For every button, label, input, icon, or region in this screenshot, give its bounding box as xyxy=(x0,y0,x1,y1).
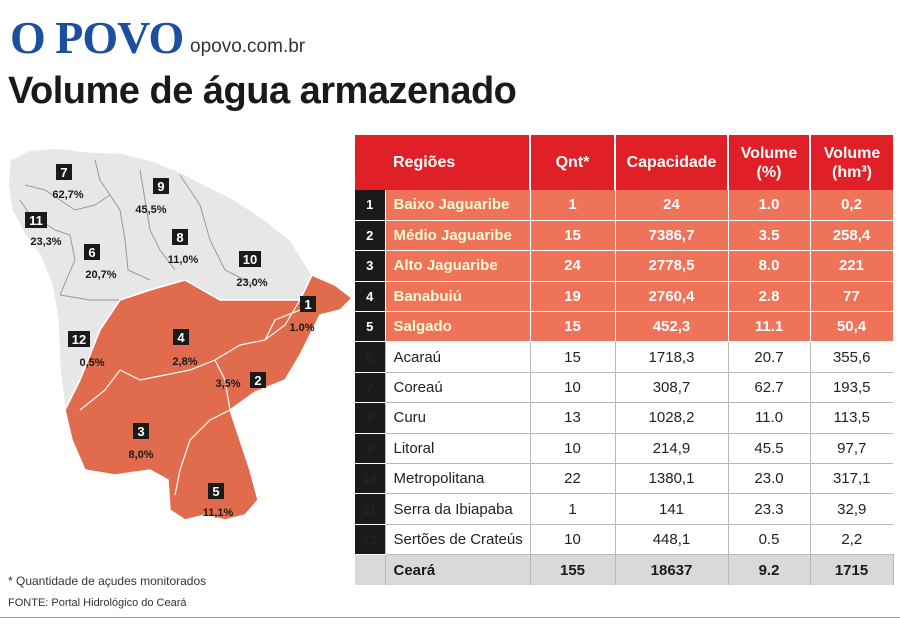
table-total-row: Ceará 155 18637 9.2 1715 xyxy=(355,554,894,586)
header-volume-pct: Volume (%) xyxy=(728,135,811,190)
map-label-11: 11 23,3% xyxy=(25,212,62,248)
header-regioes: Regiões xyxy=(355,135,531,190)
svg-text:4: 4 xyxy=(177,330,185,345)
header-qnt: Qnt* xyxy=(530,135,616,190)
svg-text:8,0%: 8,0% xyxy=(128,449,153,461)
map-label-12: 12 0,5% xyxy=(68,331,105,369)
map-label-5: 5 11,1% xyxy=(203,483,234,519)
svg-text:11: 11 xyxy=(29,213,43,228)
svg-text:2: 2 xyxy=(254,373,261,388)
svg-text:9: 9 xyxy=(157,179,164,194)
svg-text:20,7%: 20,7% xyxy=(85,269,116,281)
svg-text:62,7%: 62,7% xyxy=(52,189,83,201)
map-label-6: 6 20,7% xyxy=(84,244,117,281)
svg-text:7: 7 xyxy=(60,165,67,180)
source-note: FONTE: Portal Hidrológico do Ceará xyxy=(8,597,187,609)
map-region-highlight xyxy=(64,274,354,521)
logo: O POVO xyxy=(10,12,184,63)
svg-text:3: 3 xyxy=(137,424,144,439)
map-label-3: 3 8,0% xyxy=(128,423,154,461)
map-label-2: 2 3,5% xyxy=(215,372,266,390)
svg-text:1: 1 xyxy=(304,297,311,312)
footer-divider xyxy=(0,617,900,618)
table-row: 10 Metropolitana 22 1380,1 23.0 317,1 xyxy=(355,463,893,495)
svg-text:1.0%: 1.0% xyxy=(289,322,314,334)
svg-text:11,1%: 11,1% xyxy=(203,507,234,519)
ceara-map: 1 1.0% 2 3,5% 3 8,0% 4 2,8% 5 11,1% 6 20,7% 7 6… xyxy=(7,147,354,521)
svg-text:23,3%: 23,3% xyxy=(30,236,61,248)
svg-text:3,5%: 3,5% xyxy=(215,378,240,390)
map-label-8: 8 11,0% xyxy=(168,229,199,266)
site-url: opovo.com.br xyxy=(190,36,306,57)
table-header-row: Regiões Qnt* Capacidade Volume (%) Volum… xyxy=(355,135,893,190)
svg-text:6: 6 xyxy=(88,245,95,260)
table-row: 4 Banabuiú 19 2760,4 2.8 77 xyxy=(355,281,894,313)
header-capacidade: Capacidade xyxy=(615,135,729,190)
svg-text:11,0%: 11,0% xyxy=(168,254,199,266)
table-row: 7 Coreaú 10 308,7 62.7 193,5 xyxy=(355,372,893,404)
map-label-1: 1 1.0% xyxy=(289,296,316,334)
svg-text:2,8%: 2,8% xyxy=(172,356,197,368)
map-label-4: 4 2,8% xyxy=(172,329,198,368)
svg-text:5: 5 xyxy=(212,484,219,499)
svg-text:12: 12 xyxy=(72,332,86,347)
svg-text:0,5%: 0,5% xyxy=(79,357,104,369)
table-row: 6 Acaraú 15 1718,3 20.7 355,6 xyxy=(355,341,893,373)
table-row: 12 Sertões de Crateús 10 448,1 0.5 2,2 xyxy=(355,524,893,556)
svg-text:23,0%: 23,0% xyxy=(236,277,267,289)
svg-text:8: 8 xyxy=(176,230,183,245)
table-row: 2 Médio Jaguaribe 15 7386,7 3.5 258,4 xyxy=(355,220,894,252)
table-row: 8 Curu 13 1028,2 11.0 113,5 xyxy=(355,402,893,434)
map-highlight-borders xyxy=(79,299,301,496)
page-title: Volume de água armazenado xyxy=(8,70,517,112)
map-labels: 1 1.0% 2 3,5% 3 8,0% 4 2,8% 5 11,1% 6 20,7% 7 6… xyxy=(25,164,316,519)
header-volume-hm3: Volume (hm³) xyxy=(810,135,893,190)
svg-text:10: 10 xyxy=(243,252,257,267)
table-row: 3 Alto Jaguaribe 24 2778,5 8.0 221 xyxy=(355,250,894,282)
footnote: * Quantidade de açudes monitorados xyxy=(8,574,207,588)
table-row: 9 Litoral 10 214,9 45.5 97,7 xyxy=(355,433,893,465)
svg-text:45,5%: 45,5% xyxy=(135,204,166,216)
reservoir-table: Regiões Qnt* Capacidade Volume (%) Volum… xyxy=(355,135,894,586)
table-row: 11 Serra da Ibiapaba 1 141 23.3 32,9 xyxy=(355,493,893,525)
map-label-7: 7 62,7% xyxy=(52,164,84,201)
map-label-10: 10 23,0% xyxy=(236,251,268,289)
map-label-9: 9 45,5% xyxy=(135,178,169,216)
table-row: 5 Salgado 15 452,3 11.1 50,4 xyxy=(355,311,894,343)
table-row: 1 Baixo Jaguaribe 1 24 1.0 0,2 xyxy=(355,190,894,221)
